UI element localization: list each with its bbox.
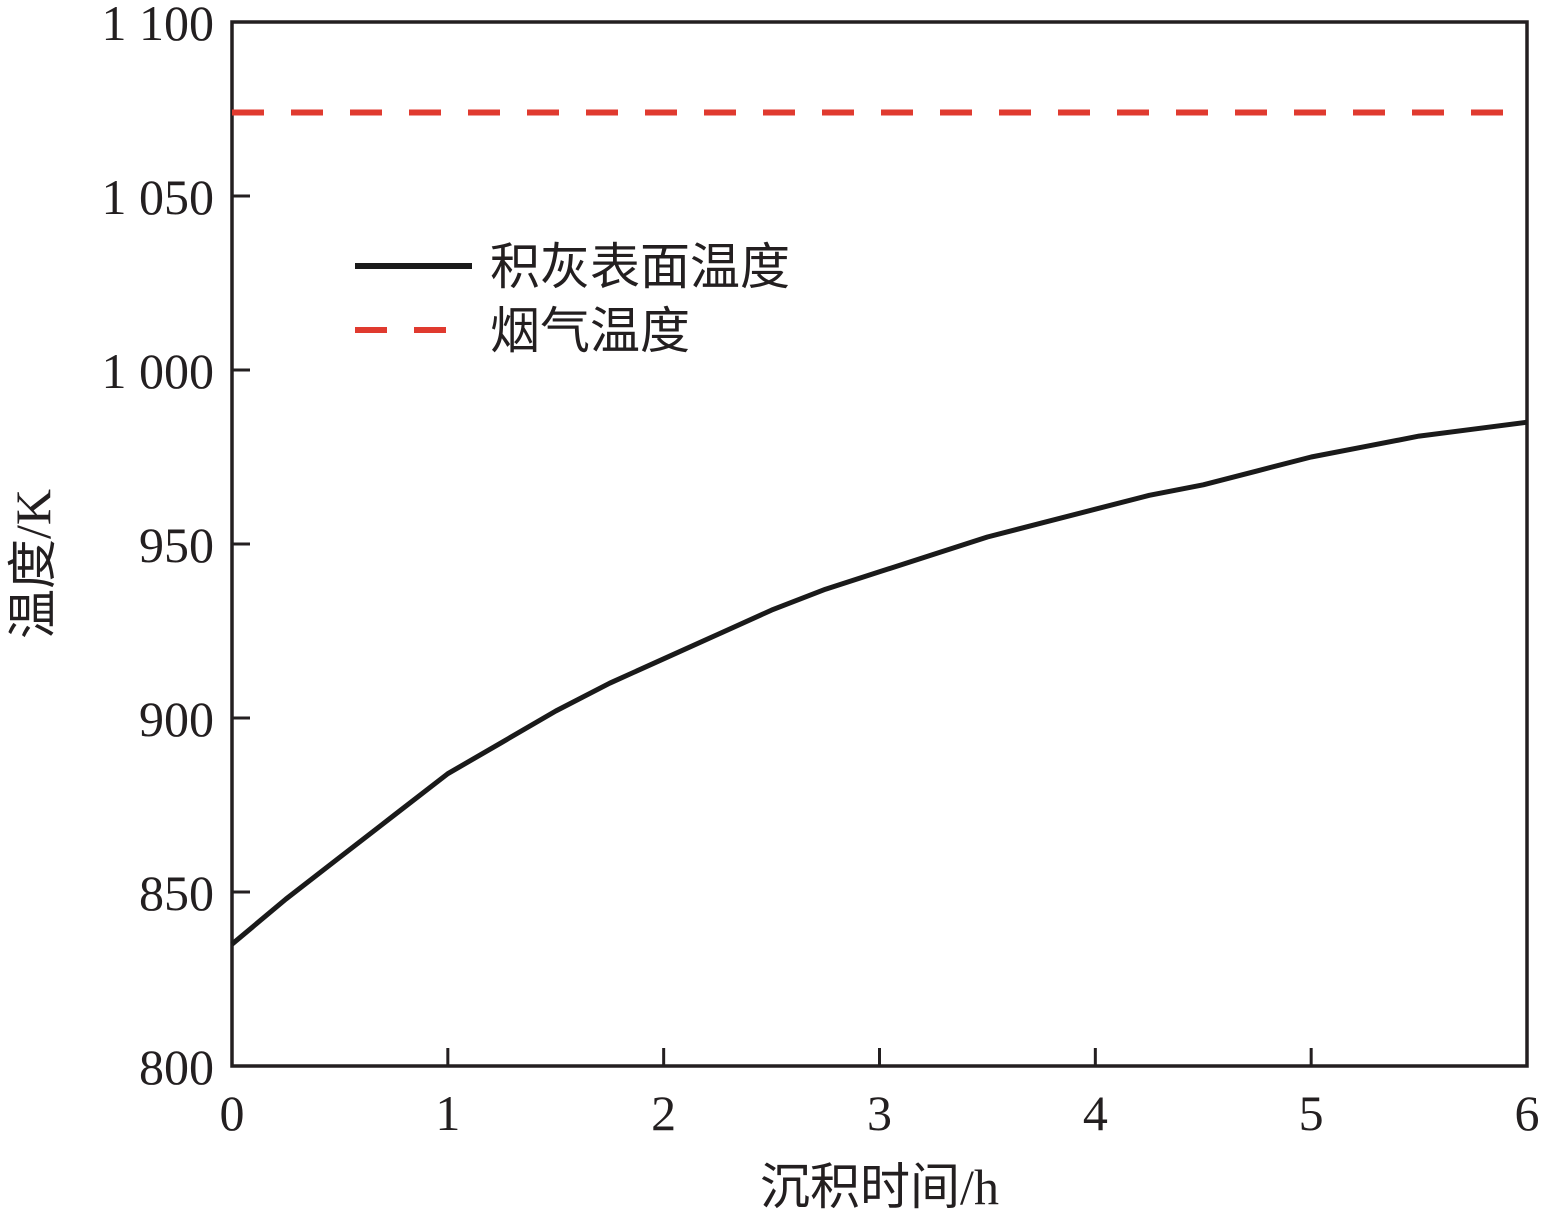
legend-label: 烟气温度 (490, 303, 690, 359)
x-tick-label: 1 (435, 1085, 460, 1141)
x-tick-label: 4 (1083, 1085, 1108, 1141)
y-tick-label: 850 (139, 865, 214, 921)
x-axis-title: 沉积时间/h (760, 1159, 999, 1214)
y-axis-title: 温度/K (5, 489, 61, 639)
x-tick-label: 5 (1299, 1085, 1324, 1141)
x-tick-label: 3 (867, 1085, 892, 1141)
y-tick-label: 1 100 (102, 0, 215, 51)
legend-label: 积灰表面温度 (490, 239, 790, 295)
y-tick-label: 1 050 (102, 169, 215, 225)
x-tick-label: 2 (651, 1085, 676, 1141)
series-line-ash-surface (230, 419, 1528, 947)
y-tick-label: 1 000 (102, 343, 215, 399)
y-tick-label: 900 (139, 691, 214, 747)
y-tick-label: 950 (139, 517, 214, 573)
x-tick-label: 6 (1515, 1085, 1540, 1141)
axes: 0 1 2 3 4 5 6 800 850 900 950 1 000 1 050 1 100 (102, 0, 1540, 1141)
series-layer (230, 109, 1528, 947)
plot-frame (230, 20, 1529, 1068)
x-tick-label: 0 (220, 1085, 245, 1141)
y-tick-label: 800 (139, 1039, 214, 1095)
